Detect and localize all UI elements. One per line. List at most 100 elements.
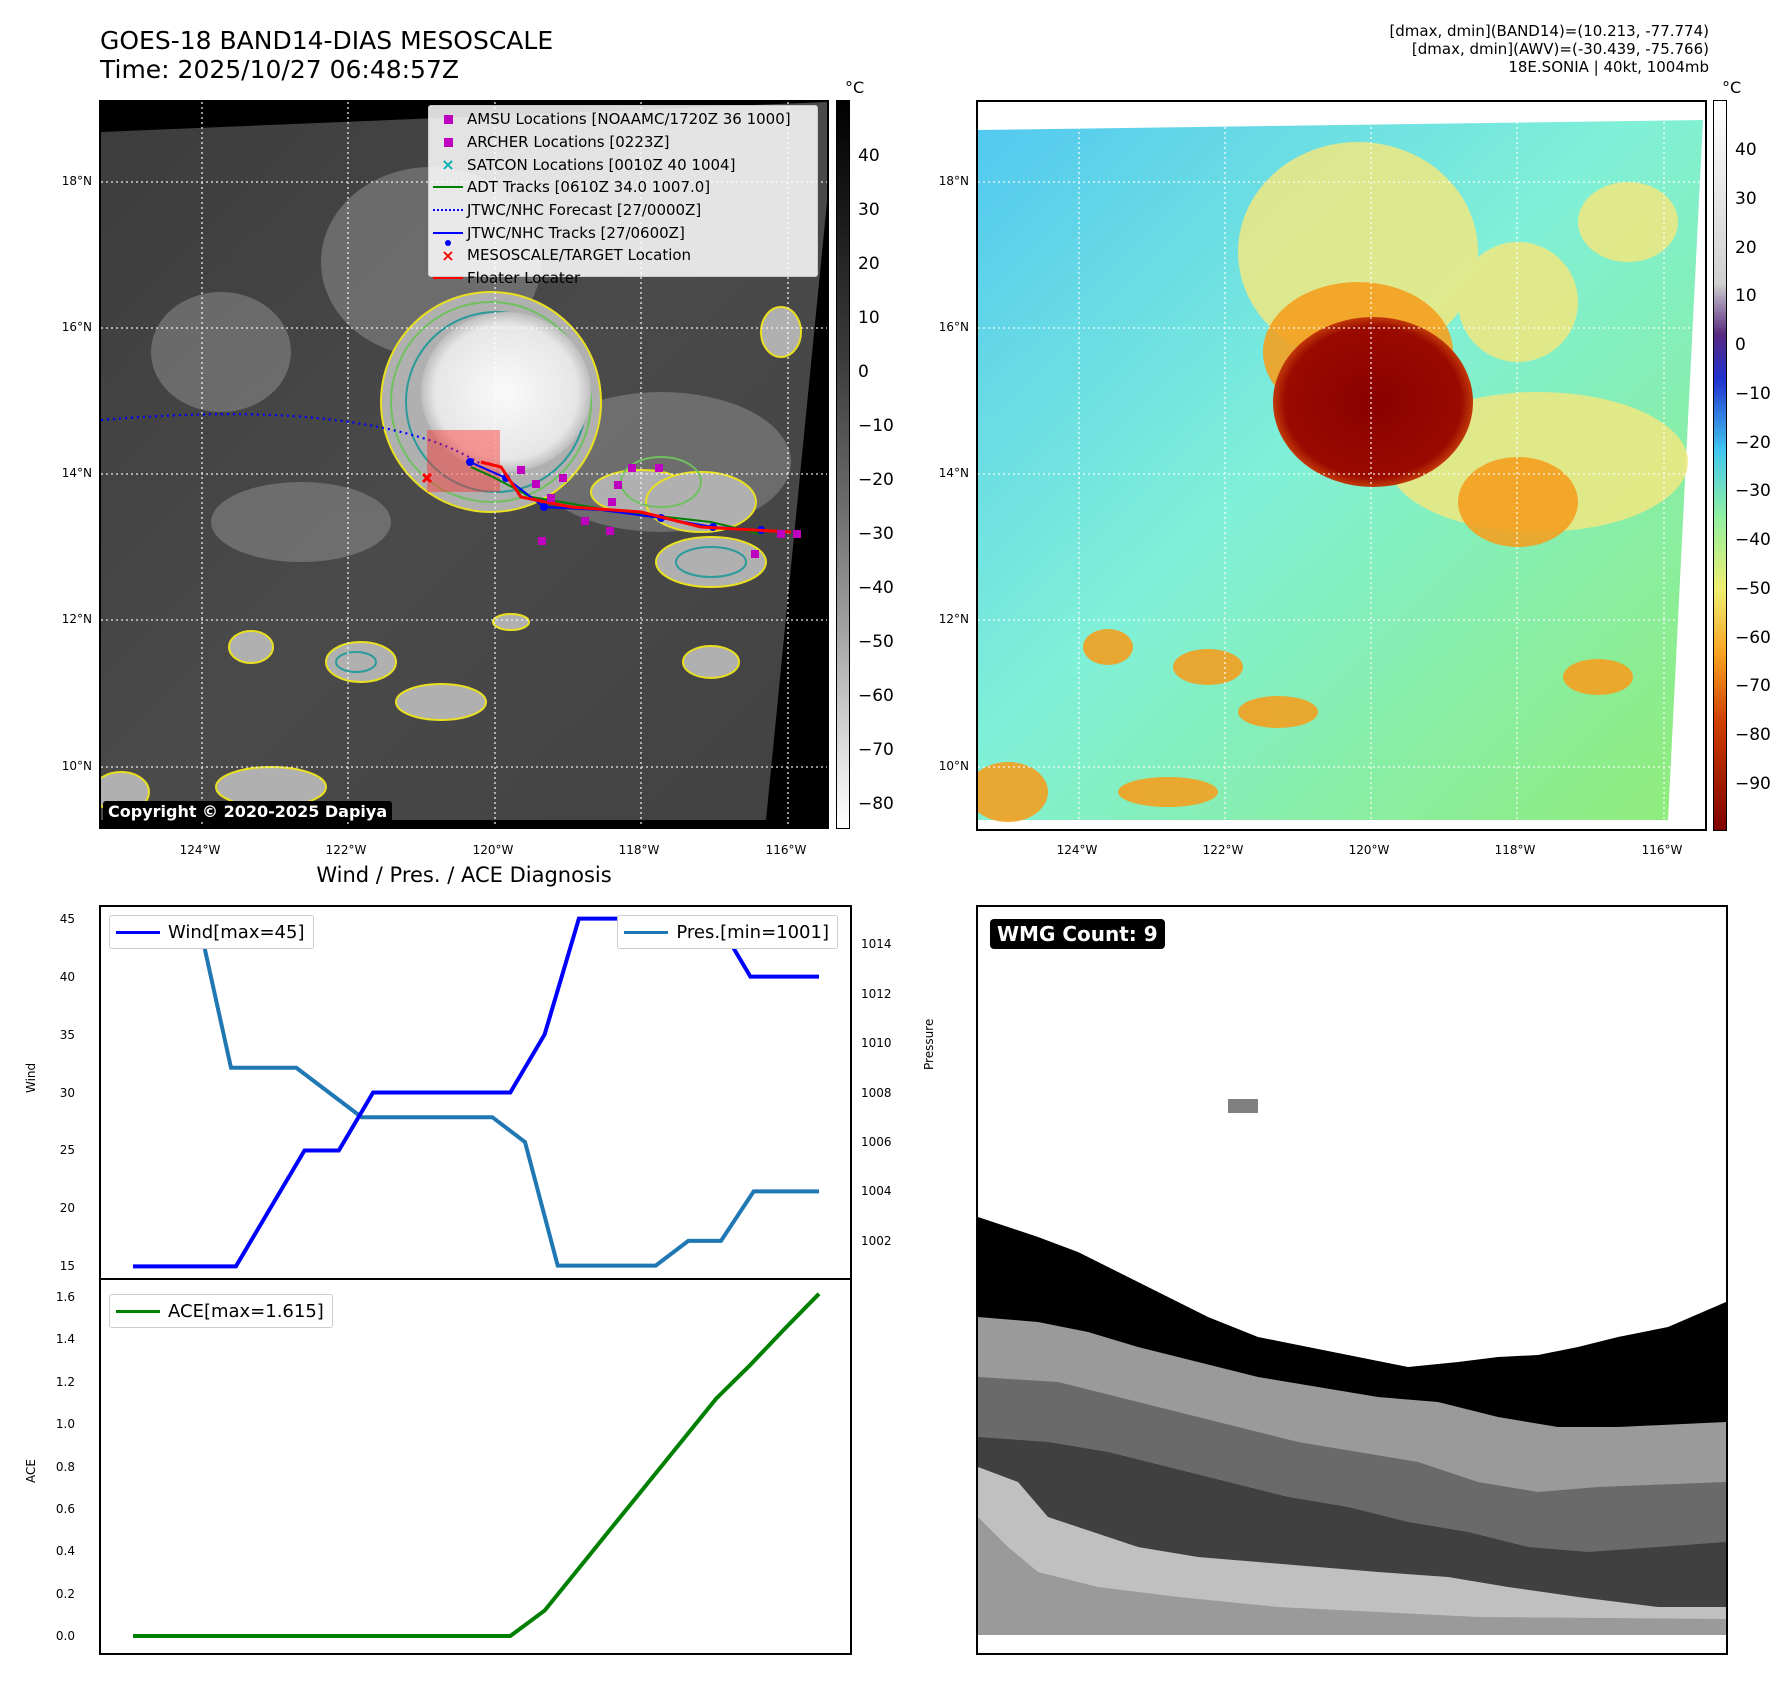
colorbar-tick-label: −90: [1735, 774, 1771, 794]
colorbar-tick-label: −50: [858, 632, 894, 652]
ace-tick-label: 0.6: [55, 1501, 75, 1516]
lat-tick-label: 14°N: [938, 466, 969, 480]
wind-pressure-plot: [133, 916, 819, 1269]
lon-tick-label: 118°W: [1494, 843, 1536, 857]
ace-tick-label: 1.6: [55, 1289, 75, 1304]
legend-item-forecast: JTWC/NHC Forecast [27/0000Z]: [429, 199, 817, 222]
pressure-tick-label: 1004: [861, 1184, 892, 1199]
legend-item-adt: ADT Tracks [0610Z 34.0 1007.0]: [429, 176, 817, 199]
line-dot-icon: [433, 231, 463, 234]
lon-tick-label: 124°W: [179, 843, 221, 857]
colorbar-tick-label: −20: [1735, 433, 1771, 453]
colorbar-tick-label: 10: [858, 308, 880, 328]
square-marker-icon: [443, 137, 453, 147]
wmg-panel: WMG Count: 9: [976, 905, 1728, 1655]
wind-tick-label: 15: [59, 1259, 75, 1274]
lat-tick-label: 18°N: [61, 174, 92, 188]
lon-tick-label: 122°W: [1202, 843, 1244, 857]
square-marker-icon: [443, 114, 453, 124]
ir-map-panel: AMSU Locations [NOAAMC/1720Z 36 1000] AR…: [99, 100, 829, 829]
colorbar-tick-label: 0: [1735, 335, 1746, 355]
colorbar-tick-label: −30: [1735, 481, 1771, 501]
title-line-2: Time: 2025/10/27 06:48:57Z: [100, 55, 459, 84]
lat-tick-label: 12°N: [938, 612, 969, 626]
legend-item-tracks: JTWC/NHC Tracks [27/0600Z]: [429, 221, 817, 246]
colorbar-tick-label: −40: [1735, 530, 1771, 550]
colorbar-tick-label: −10: [1735, 384, 1771, 404]
left-colorbar-unit: °C: [845, 78, 865, 97]
colorbar-tick-label: −70: [858, 740, 894, 760]
pressure-tick-label: 1010: [861, 1036, 892, 1051]
colorbar-tick-label: 20: [858, 254, 880, 274]
lon-tick-label: 118°W: [618, 843, 660, 857]
ace-panel: ACE[max=1.615]: [99, 1278, 852, 1655]
colorbar-tick-label: 30: [1735, 189, 1757, 209]
right-colorbar: [1713, 100, 1727, 831]
colorbar-tick-label: 40: [1735, 140, 1757, 160]
colorbar-tick-label: 40: [858, 146, 880, 166]
ace-tick-label: 1.2: [55, 1374, 75, 1389]
wind-series-line: [133, 916, 819, 1269]
diagnosis-title: Wind / Pres. / ACE Diagnosis: [316, 863, 612, 887]
colorbar-tick-label: −80: [858, 794, 894, 814]
colorbar-tick-label: −50: [1735, 579, 1771, 599]
wmg-image: [978, 907, 1726, 1653]
copyright-badge: Copyright © 2020-2025 Dapiya: [103, 801, 393, 822]
colorbar-tick-label: −60: [858, 686, 894, 706]
wind-tick-label: 45: [59, 911, 75, 926]
colorbar-tick-label: 0: [858, 362, 869, 382]
lon-tick-label: 124°W: [1056, 843, 1098, 857]
lat-tick-label: 12°N: [61, 612, 92, 626]
lon-tick-label: 116°W: [1641, 843, 1683, 857]
wind-pressure-panel: Wind[max=45] Pres.[min=1001]: [99, 905, 852, 1280]
title-line-1: GOES-18 BAND14-DIAS MESOSCALE: [100, 26, 554, 55]
line-marker-icon: [433, 186, 463, 189]
wv-map-image: [978, 102, 1705, 829]
colorbar-tick-label: −70: [1735, 676, 1771, 696]
pressure-tick-label: 1006: [861, 1134, 892, 1149]
x-marker-icon: ×: [441, 155, 455, 175]
wind-axis-label: Wind: [24, 1062, 38, 1093]
info-line-1: [dmax, dmin](BAND14)=(10.213, -77.774): [1389, 22, 1709, 40]
wv-map-panel: [976, 100, 1707, 831]
colorbar-tick-label: 10: [1735, 286, 1757, 306]
ace-legend: ACE[max=1.615]: [109, 1294, 333, 1328]
lat-tick-label: 14°N: [61, 466, 92, 480]
info-line-2: [dmax, dmin](AWV)=(-30.439, -75.766): [1411, 40, 1709, 58]
wind-legend: Wind[max=45]: [109, 915, 314, 949]
colorbar-tick-label: 30: [858, 200, 880, 220]
colorbar-tick-label: −20: [858, 470, 894, 490]
legend-item-target: × MESOSCALE/TARGET Location: [429, 244, 817, 267]
colorbar-tick-label: −60: [1735, 628, 1771, 648]
legend-item-amsu: AMSU Locations [NOAAMC/1720Z 36 1000]: [429, 108, 817, 131]
colorbar-tick-label: −80: [1735, 725, 1771, 745]
colorbar-tick-label: −40: [858, 578, 894, 598]
ace-tick-label: 0.4: [55, 1544, 75, 1559]
line-marker-icon: [433, 277, 463, 280]
pressure-series-line: [133, 917, 819, 1268]
right-colorbar-unit: °C: [1722, 78, 1742, 97]
wmg-count-badge: WMG Count: 9: [990, 919, 1165, 949]
wind-tick-label: 25: [59, 1143, 75, 1158]
colorbar-tick-label: −30: [858, 524, 894, 544]
wind-tick-label: 35: [59, 1027, 75, 1042]
wind-tick-label: 30: [59, 1085, 75, 1100]
lon-tick-label: 120°W: [1348, 843, 1390, 857]
lat-tick-label: 16°N: [61, 320, 92, 334]
lat-tick-label: 10°N: [61, 759, 92, 773]
line-marker-icon: [116, 1309, 160, 1313]
ace-tick-label: 1.0: [55, 1417, 75, 1432]
colorbar-tick-label: 20: [1735, 238, 1757, 258]
lon-tick-label: 116°W: [765, 843, 807, 857]
wind-tick-label: 20: [59, 1201, 75, 1216]
page-title: GOES-18 BAND14-DIAS MESOSCALE Time: 2025…: [100, 26, 553, 84]
track-legend: AMSU Locations [NOAAMC/1720Z 36 1000] AR…: [428, 105, 818, 287]
ace-tick-label: 0.2: [55, 1586, 75, 1601]
dotted-line-icon: [433, 209, 463, 212]
lat-tick-label: 18°N: [938, 174, 969, 188]
ace-series-line: [133, 1292, 821, 1638]
pressure-tick-label: 1014: [861, 937, 892, 952]
ace-tick-label: 1.4: [55, 1332, 75, 1347]
x-marker-icon: ×: [441, 245, 455, 265]
ace-axis-label: ACE: [24, 1459, 38, 1483]
